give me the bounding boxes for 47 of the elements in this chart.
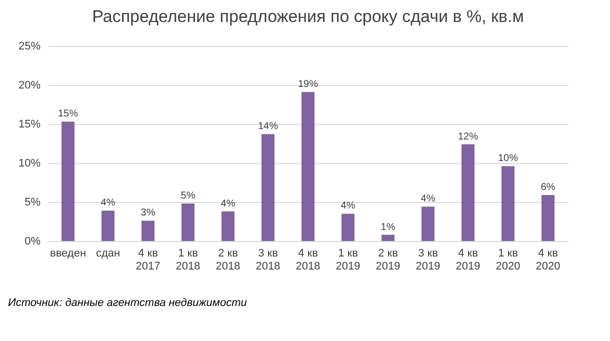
- data-label: 5%: [180, 190, 196, 202]
- x-tick-label: введен: [50, 248, 86, 260]
- data-label: 3%: [140, 208, 156, 219]
- data-label: 6%: [540, 182, 556, 193]
- y-tick-label: 25%: [18, 40, 41, 52]
- data-label: 14%: [258, 121, 278, 132]
- data-label: 15%: [58, 108, 78, 120]
- bar: [542, 194, 554, 241]
- x-tick-label: 3 кв 2018: [256, 248, 280, 272]
- y-tick-label: 20%: [18, 80, 41, 92]
- bar: [102, 210, 114, 241]
- chart-title: Распределение предложения по сроку сдачи в %, кв.м: [92, 7, 524, 26]
- x-tick-label: 1 кв 2018: [176, 248, 200, 272]
- data-label: 4%: [100, 198, 116, 209]
- x-tick-label: 1 кв 2019: [336, 248, 360, 272]
- x-tick-label: сдан: [96, 248, 120, 260]
- bar: [222, 211, 234, 241]
- data-label: 19%: [298, 79, 318, 90]
- bar: [462, 144, 474, 241]
- data-label: 4%: [420, 194, 436, 205]
- y-tick-label: 10%: [18, 158, 41, 170]
- data-label: 1%: [380, 222, 396, 233]
- data-label: 10%: [498, 153, 518, 164]
- x-tick-label: 4 кв 2018: [296, 248, 320, 272]
- bar: [342, 214, 354, 241]
- x-tick-label: 2 кв 2019: [376, 248, 400, 272]
- x-tick-label: 2 кв 2018: [216, 248, 240, 272]
- data-label: 12%: [458, 131, 478, 142]
- bar: [502, 166, 514, 241]
- x-tick-label: 3 кв 2019: [416, 248, 440, 272]
- y-tick-label: 5%: [24, 196, 41, 208]
- bar: [262, 134, 274, 241]
- data-label: 4%: [340, 200, 356, 212]
- text: Источник: данные агентства недвижимости: [8, 297, 247, 309]
- bar: [302, 92, 314, 241]
- data-label: 4%: [220, 198, 236, 210]
- y-tick-label: 0%: [24, 236, 41, 248]
- bar: [62, 122, 74, 241]
- bar: [382, 234, 394, 241]
- y-tick-label: 15%: [18, 118, 41, 130]
- x-tick-label: 4 кв 2017: [136, 248, 160, 272]
- x-tick-label: 4 кв 2020: [536, 248, 560, 272]
- x-tick-label: 1 кв 2020: [496, 248, 520, 272]
- bar: [182, 204, 194, 241]
- bar: [142, 220, 154, 241]
- x-tick-label: 4 кв 2019: [456, 248, 480, 272]
- bar: [422, 206, 434, 241]
